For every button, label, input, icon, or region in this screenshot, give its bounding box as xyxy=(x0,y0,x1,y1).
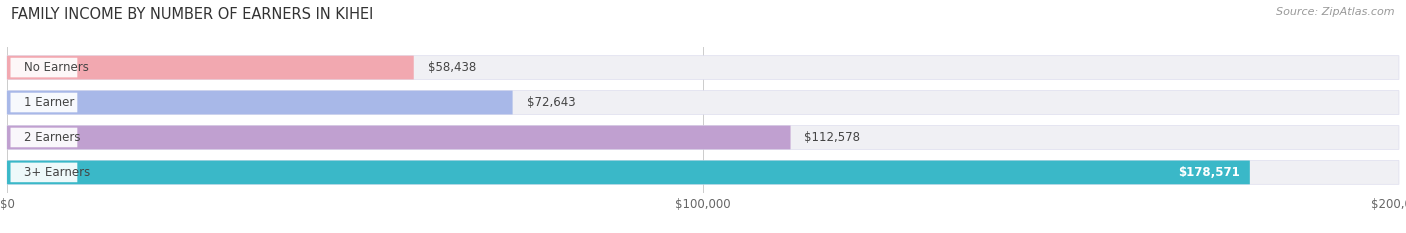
FancyBboxPatch shape xyxy=(7,126,790,149)
Text: 2 Earners: 2 Earners xyxy=(24,131,80,144)
Text: $72,643: $72,643 xyxy=(526,96,575,109)
FancyBboxPatch shape xyxy=(10,58,77,77)
Text: No Earners: No Earners xyxy=(24,61,89,74)
FancyBboxPatch shape xyxy=(7,161,1250,184)
FancyBboxPatch shape xyxy=(10,128,77,147)
FancyBboxPatch shape xyxy=(10,163,77,182)
FancyBboxPatch shape xyxy=(7,56,1399,79)
Text: $112,578: $112,578 xyxy=(804,131,860,144)
FancyBboxPatch shape xyxy=(10,93,77,112)
FancyBboxPatch shape xyxy=(7,161,1399,184)
Text: $178,571: $178,571 xyxy=(1178,166,1240,179)
Text: 3+ Earners: 3+ Earners xyxy=(24,166,90,179)
Text: FAMILY INCOME BY NUMBER OF EARNERS IN KIHEI: FAMILY INCOME BY NUMBER OF EARNERS IN KI… xyxy=(11,7,374,22)
FancyBboxPatch shape xyxy=(7,56,413,79)
FancyBboxPatch shape xyxy=(7,126,1399,149)
Text: 1 Earner: 1 Earner xyxy=(24,96,75,109)
Text: Source: ZipAtlas.com: Source: ZipAtlas.com xyxy=(1277,7,1395,17)
FancyBboxPatch shape xyxy=(7,91,1399,114)
FancyBboxPatch shape xyxy=(7,91,513,114)
Text: $58,438: $58,438 xyxy=(427,61,475,74)
